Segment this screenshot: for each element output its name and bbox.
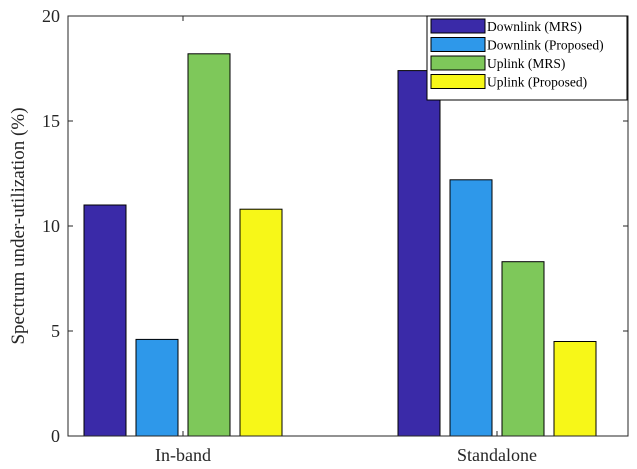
bar-uplink-mrs-standalone — [501, 261, 545, 437]
legend-swatch — [430, 74, 486, 89]
bar-downlink-mrs-standalone — [397, 70, 441, 437]
axes: 0 5 10 15 20 In-band Standalone — [42, 6, 629, 465]
legend-swatch — [430, 18, 486, 34]
bar-uplink-proposed-in-band — [239, 208, 283, 437]
bar-uplink-mrs-in-band — [187, 53, 231, 437]
y-axis-label: Spectrum under-utilization (%) — [8, 107, 29, 344]
bar-downlink-mrs-in-band — [83, 204, 127, 437]
legend: Downlink (MRS) Downlink (Proposed) Uplink … — [426, 15, 628, 101]
legend-swatch — [430, 37, 486, 52]
bar-downlink-proposed-standalone — [449, 179, 493, 437]
y-tick-label: 0 — [51, 426, 60, 446]
y-tick-label: 5 — [51, 321, 60, 341]
x-tick-label: Standalone — [457, 445, 537, 465]
bars — [83, 53, 597, 437]
legend-label: Uplink (Proposed) — [487, 75, 587, 90]
legend-label: Downlink (Proposed) — [487, 38, 604, 53]
y-tick-label: 10 — [42, 216, 60, 236]
legend-label: Uplink (MRS) — [487, 56, 565, 71]
bar-downlink-proposed-in-band — [135, 338, 179, 437]
bar-uplink-proposed-standalone — [553, 341, 597, 437]
y-tick-label: 15 — [42, 111, 60, 131]
x-tick-label: In-band — [155, 445, 211, 465]
y-tick-label: 20 — [42, 6, 60, 26]
legend-swatch — [430, 55, 486, 71]
legend-label: Downlink (MRS) — [487, 19, 582, 34]
